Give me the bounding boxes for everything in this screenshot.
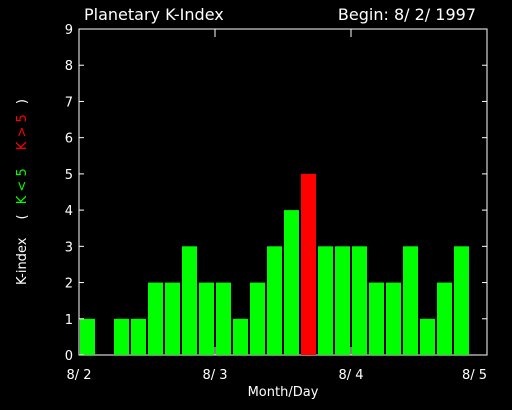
bar-12 [284, 210, 299, 355]
y-tick-label-6: 6 [65, 132, 73, 147]
bar-11 [267, 246, 282, 355]
y-tick-label-4: 4 [65, 204, 73, 219]
bar-18 [386, 282, 401, 355]
bar-16 [352, 246, 367, 355]
bar-15 [335, 246, 350, 355]
bar-3 [131, 318, 146, 355]
y-tick-label-7: 7 [65, 95, 73, 110]
bar-21 [437, 282, 452, 355]
bar-17 [369, 282, 384, 355]
y-axis-label-low: K < 5 [15, 168, 30, 204]
y-axis-label-prefix: K-index [15, 237, 30, 285]
bar-22 [454, 246, 469, 355]
y-axis-label-close-paren: ) [15, 99, 30, 104]
y-tick-label-0: 0 [65, 349, 73, 364]
y-tick-label-3: 3 [65, 240, 73, 255]
bar-5 [165, 282, 180, 355]
y-tick-label-2: 2 [65, 277, 73, 292]
y-tick-label-8: 8 [65, 59, 73, 74]
bar-19 [403, 246, 418, 355]
bar-8 [216, 282, 231, 355]
x-tick-label-1: 8/ 3 [202, 368, 227, 383]
bar-2 [114, 318, 129, 355]
y-tick-label-5: 5 [65, 168, 73, 183]
bar-14 [318, 246, 333, 355]
bars-group [80, 173, 469, 355]
x-tick-label-0: 8/ 2 [66, 368, 91, 383]
y-tick-label-9: 9 [65, 23, 73, 38]
x-axis-ticks: 8/ 2 8/ 3 8/ 4 8/ 5 [66, 29, 488, 383]
x-tick-label-3: 8/ 5 [462, 368, 487, 383]
bar-13 [301, 173, 316, 355]
bar-0 [80, 318, 95, 355]
bar-10 [250, 282, 265, 355]
bar-6 [182, 246, 197, 355]
y-axis-ticks: 0 1 2 3 4 5 6 7 8 9 [65, 23, 487, 364]
x-axis-label: Month/Day [248, 385, 319, 400]
bar-4 [148, 282, 163, 355]
y-tick-label-1: 1 [65, 313, 73, 328]
bar-7 [199, 282, 214, 355]
plot-frame [78, 28, 488, 356]
x-tick-label-2: 8/ 4 [338, 368, 363, 383]
y-axis-label-high: K > 5 [15, 114, 30, 150]
y-axis-label: K-index ( K < 5 K > 5 ) [15, 99, 30, 285]
bar-9 [233, 318, 248, 355]
bar-20 [420, 318, 435, 355]
y-axis-label-open-paren: ( [15, 214, 30, 219]
chart-subtitle: Begin: 8/ 2/ 1997 [338, 5, 476, 24]
chart-title: Planetary K-Index [84, 5, 224, 24]
